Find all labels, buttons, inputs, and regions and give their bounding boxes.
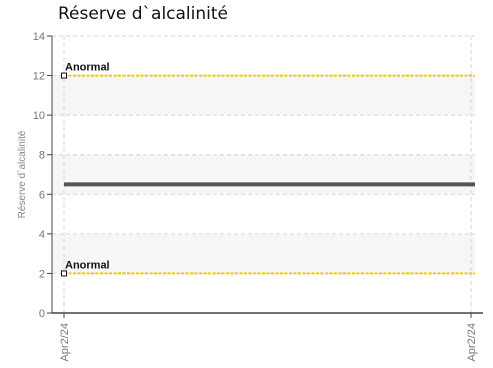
- y-tick-label: 2: [39, 268, 45, 280]
- background-bands: [52, 75, 475, 274]
- y-tick-label: 8: [39, 150, 45, 162]
- background-band: [52, 154, 475, 195]
- threshold-marker: [61, 72, 67, 79]
- background-band: [52, 75, 475, 116]
- y-tick-label: 14: [33, 31, 45, 43]
- y-tick-label: 6: [39, 189, 45, 201]
- threshold-label: Anormal: [65, 62, 110, 74]
- y-tick-label: 12: [33, 71, 45, 83]
- chart-title: Réserve d`alcalinité: [58, 4, 228, 24]
- y-tick-labels: 0 2 4 6 8 10 12 14: [33, 31, 52, 320]
- y-tick-label: 0: [39, 308, 45, 320]
- x-tick-label: Apr2/24: [59, 323, 71, 362]
- y-tick-label: 4: [39, 229, 45, 241]
- x-tick-label: Apr2/24: [466, 323, 478, 362]
- threshold-label: Anormal: [65, 259, 110, 271]
- y-tick-label: 10: [33, 110, 45, 122]
- threshold-marker: [61, 270, 67, 277]
- background-band: [52, 233, 475, 274]
- y-axis-label: Réserve d`alcalinité: [16, 130, 28, 218]
- axes: [51, 36, 483, 314]
- threshold-lines: Anormal Anormal: [61, 62, 475, 277]
- x-tick-labels: Apr2/24 Apr2/24: [59, 313, 478, 362]
